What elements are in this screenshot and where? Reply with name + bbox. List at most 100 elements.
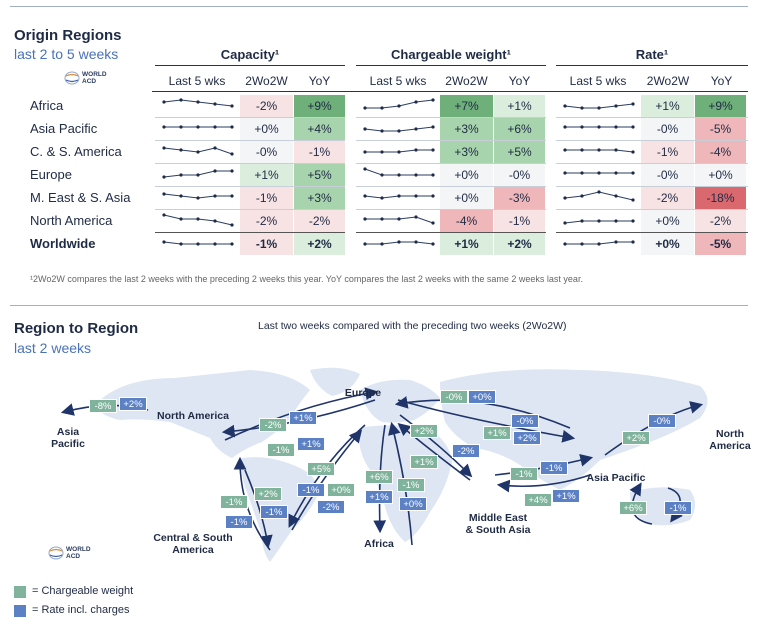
- sparkline-point: [363, 194, 367, 198]
- sparkline-point: [162, 146, 166, 150]
- value-cell: +1%: [440, 233, 493, 255]
- row-separator: [356, 117, 546, 118]
- sparkline-point: [213, 102, 217, 106]
- arrow-na-to-csa: [244, 469, 273, 549]
- badge-rate: -0%: [648, 414, 676, 428]
- badge-chargeable-weight: -1%: [220, 495, 248, 509]
- origin-subtitle: last 2 to 5 weeks: [14, 46, 119, 62]
- logo-line-1: WORLD: [82, 71, 107, 78]
- sparkline-point: [563, 221, 567, 225]
- sparkline-point: [196, 100, 200, 104]
- badge-chargeable-weight: +6%: [365, 470, 393, 484]
- badge-rate: -2%: [317, 500, 345, 514]
- world-acd-logo: WORLD ACD: [64, 71, 107, 85]
- col-head-cap-2wo2w: 2Wo2W: [245, 74, 288, 88]
- row-separator: [155, 117, 345, 118]
- col-head-cw-yoy: YoY: [508, 74, 531, 88]
- badge-rate: +1%: [365, 490, 393, 504]
- sparkline: [563, 240, 635, 246]
- value-cell: -1%: [240, 233, 293, 255]
- value-cell: +1%: [494, 95, 545, 117]
- sparkline-point: [196, 173, 200, 177]
- value-cell: -1%: [294, 141, 345, 163]
- col-head-rate-last5: Last 5 wks: [569, 74, 627, 88]
- sparkline-point: [162, 213, 166, 217]
- sparkline-point: [431, 148, 435, 152]
- sparkline: [363, 125, 435, 133]
- origin-title: Origin Regions: [14, 27, 122, 44]
- value-cell: +5%: [494, 141, 545, 163]
- sparkline-point: [363, 106, 367, 110]
- sparkline-point: [563, 242, 567, 246]
- sparkline-point: [614, 219, 618, 223]
- arrow-eu-to-me: [399, 414, 473, 478]
- legend-rate: = Rate incl. charges: [32, 604, 130, 616]
- region-label-north-america: North America: [157, 410, 229, 422]
- sparkline-point: [397, 104, 401, 108]
- row-separator: [155, 209, 345, 210]
- sparkline-point: [631, 219, 635, 223]
- sparkline-point: [563, 125, 567, 129]
- logo-line-2: ACD: [82, 78, 97, 85]
- arrow-ap-intra-1: [667, 487, 683, 523]
- col-head-cap-yoy: YoY: [308, 74, 331, 88]
- sparkline-point: [414, 215, 418, 219]
- sparkline-point: [431, 173, 435, 177]
- value-cell: +1%: [240, 164, 293, 186]
- sparkline-point: [196, 217, 200, 221]
- sparkline-point: [196, 150, 200, 154]
- sparkline-point: [631, 171, 635, 175]
- legend-swatch-rate: [14, 605, 26, 617]
- region-label-africa: Africa: [364, 538, 394, 550]
- sparkline-point: [230, 169, 234, 173]
- sparkline-point: [580, 171, 584, 175]
- sparkline-point: [397, 129, 401, 133]
- sparkline-point: [196, 125, 200, 129]
- sparkline-point: [162, 100, 166, 104]
- sparkline-point: [380, 196, 384, 200]
- sparkline-point: [431, 221, 435, 225]
- row-separator: [356, 140, 546, 141]
- sparkline-point: [380, 106, 384, 110]
- value-cell: +0%: [440, 187, 493, 209]
- sparkline: [563, 171, 635, 175]
- sparkline-point: [614, 125, 618, 129]
- globe-icon: [48, 546, 64, 560]
- value-cell: +0%: [641, 233, 694, 255]
- arrow-eu-to-ap: [397, 399, 576, 443]
- badge-chargeable-weight: +2%: [622, 431, 650, 445]
- sparkline-point: [162, 192, 166, 196]
- value-cell: -2%: [240, 95, 293, 117]
- sparkline-point: [380, 242, 384, 246]
- badge-rate: +1%: [552, 489, 580, 503]
- badge-rate: +1%: [297, 437, 325, 451]
- row-separator: [556, 186, 748, 187]
- header-rule: [152, 91, 748, 92]
- sparkline-point: [230, 223, 234, 227]
- sparkline-point: [196, 196, 200, 200]
- footnote: ¹2Wo2W compares the last 2 weeks with th…: [30, 274, 583, 284]
- badge-chargeable-weight: +0%: [327, 483, 355, 497]
- sparkline-point: [162, 125, 166, 129]
- sparkline-point: [179, 173, 183, 177]
- value-cell: -0%: [494, 164, 545, 186]
- sparkline-point: [230, 242, 234, 246]
- row-separator: [356, 209, 546, 210]
- sparkline-point: [631, 150, 635, 154]
- badge-chargeable-weight: +5%: [307, 462, 335, 476]
- sparkline-point: [414, 194, 418, 198]
- sparkline-point: [162, 175, 166, 179]
- sparkline-point: [431, 242, 435, 246]
- row-separator: [556, 232, 748, 233]
- badge-chargeable-weight: +2%: [410, 424, 438, 438]
- sparkline-point: [196, 242, 200, 246]
- value-cell: -0%: [641, 118, 694, 140]
- sparkline: [363, 98, 435, 110]
- sparkline-point: [631, 198, 635, 202]
- value-cell: -0%: [240, 141, 293, 163]
- value-cell: -3%: [494, 187, 545, 209]
- badge-rate: -1%: [225, 515, 253, 529]
- sparkline: [563, 125, 635, 129]
- region-label-asia-pacific-w: Asia Pacific: [51, 426, 85, 450]
- sparkline-point: [563, 196, 567, 200]
